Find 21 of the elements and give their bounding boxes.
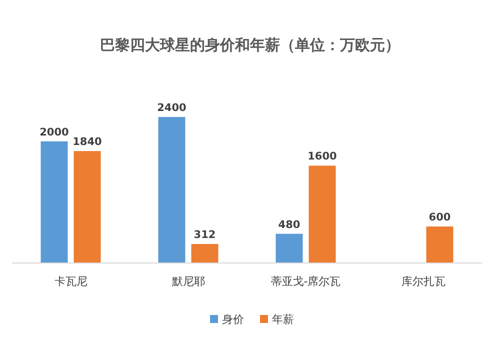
data-label: 312 xyxy=(194,229,216,242)
data-label: 1600 xyxy=(308,150,337,163)
x-tick-label: 蒂亚戈-席尔瓦 xyxy=(270,275,341,288)
data-label: 2400 xyxy=(157,102,186,114)
legend-label: 身价 xyxy=(222,313,244,326)
data-label: 480 xyxy=(278,218,300,231)
bar xyxy=(40,141,68,263)
data-label: 2000 xyxy=(40,126,69,138)
data-label: 600 xyxy=(428,212,451,224)
bar xyxy=(276,234,303,263)
x-tick-label: 默尼耶 xyxy=(170,275,205,288)
bar xyxy=(308,166,336,263)
x-tick-label: 库尔扎瓦 xyxy=(401,275,446,288)
bar xyxy=(426,226,454,263)
data-label: 1840 xyxy=(72,136,102,148)
x-tick-label: 卡瓦尼 xyxy=(54,275,88,288)
bar xyxy=(191,244,218,263)
bar xyxy=(158,117,186,263)
legend-label: 年薪 xyxy=(272,313,294,326)
bar xyxy=(74,151,101,263)
chart-title: 巴黎四大球星的身价和年薪（单位：万欧元） xyxy=(100,36,400,54)
